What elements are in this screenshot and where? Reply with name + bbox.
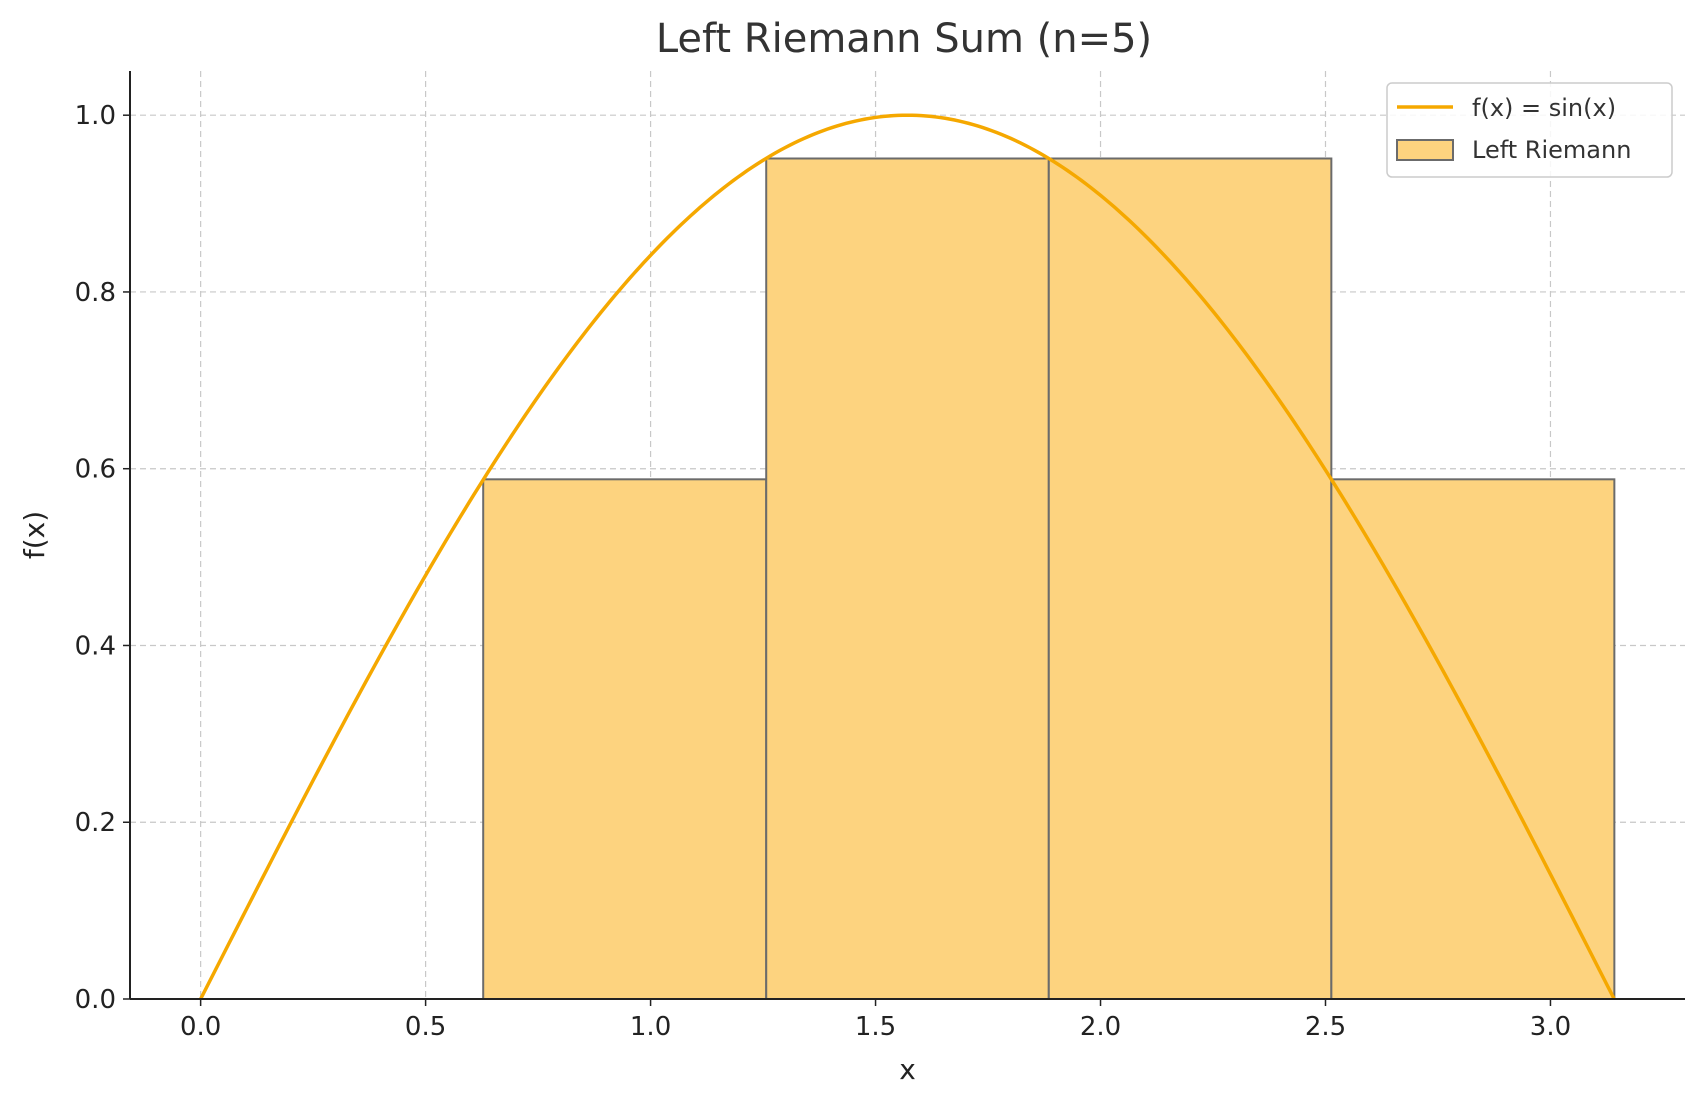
y-axis-label: f(x) [18, 511, 51, 559]
x-axis-label: x [899, 1053, 916, 1086]
riemann-bars [482, 157, 1616, 1001]
y-tick-label: 0.6 [75, 455, 116, 485]
y-tick-label: 0.0 [75, 985, 116, 1015]
x-tick-label: 1.0 [630, 1012, 671, 1042]
y-tick-label: 0.8 [75, 278, 116, 308]
x-ticks: 0.0 0.5 1.0 1.5 2.0 2.5 3.0 [180, 999, 1571, 1042]
y-tick-label: 0.2 [75, 808, 116, 838]
riemann-bar [482, 478, 768, 1000]
x-tick-label: 0.0 [180, 1012, 221, 1042]
legend: f(x) = sin(x) Left Riemann [1386, 82, 1673, 178]
legend-label-riemann: Left Riemann [1472, 136, 1631, 164]
legend-label-sine: f(x) = sin(x) [1472, 94, 1616, 122]
y-tick-label: 0.4 [75, 631, 116, 661]
x-tick-label: 0.5 [405, 1012, 446, 1042]
chart-title: Left Riemann Sum (n=5) [656, 16, 1152, 62]
x-tick-label: 2.5 [1305, 1012, 1346, 1042]
y-tick-label: 1.0 [75, 101, 116, 131]
legend-bar-swatch [1396, 139, 1454, 161]
legend-box [1386, 82, 1673, 178]
riemann-bar [765, 157, 1050, 1001]
riemann-bar [1330, 478, 1616, 1000]
axes [129, 71, 1685, 1000]
x-tick-label: 1.5 [855, 1012, 896, 1042]
sine-curve [199, 113, 1616, 1000]
y-ticks: 0.0 0.2 0.4 0.6 0.8 1.0 [75, 101, 130, 1015]
x-tick-label: 2.0 [1080, 1012, 1121, 1042]
x-tick-label: 3.0 [1530, 1012, 1571, 1042]
